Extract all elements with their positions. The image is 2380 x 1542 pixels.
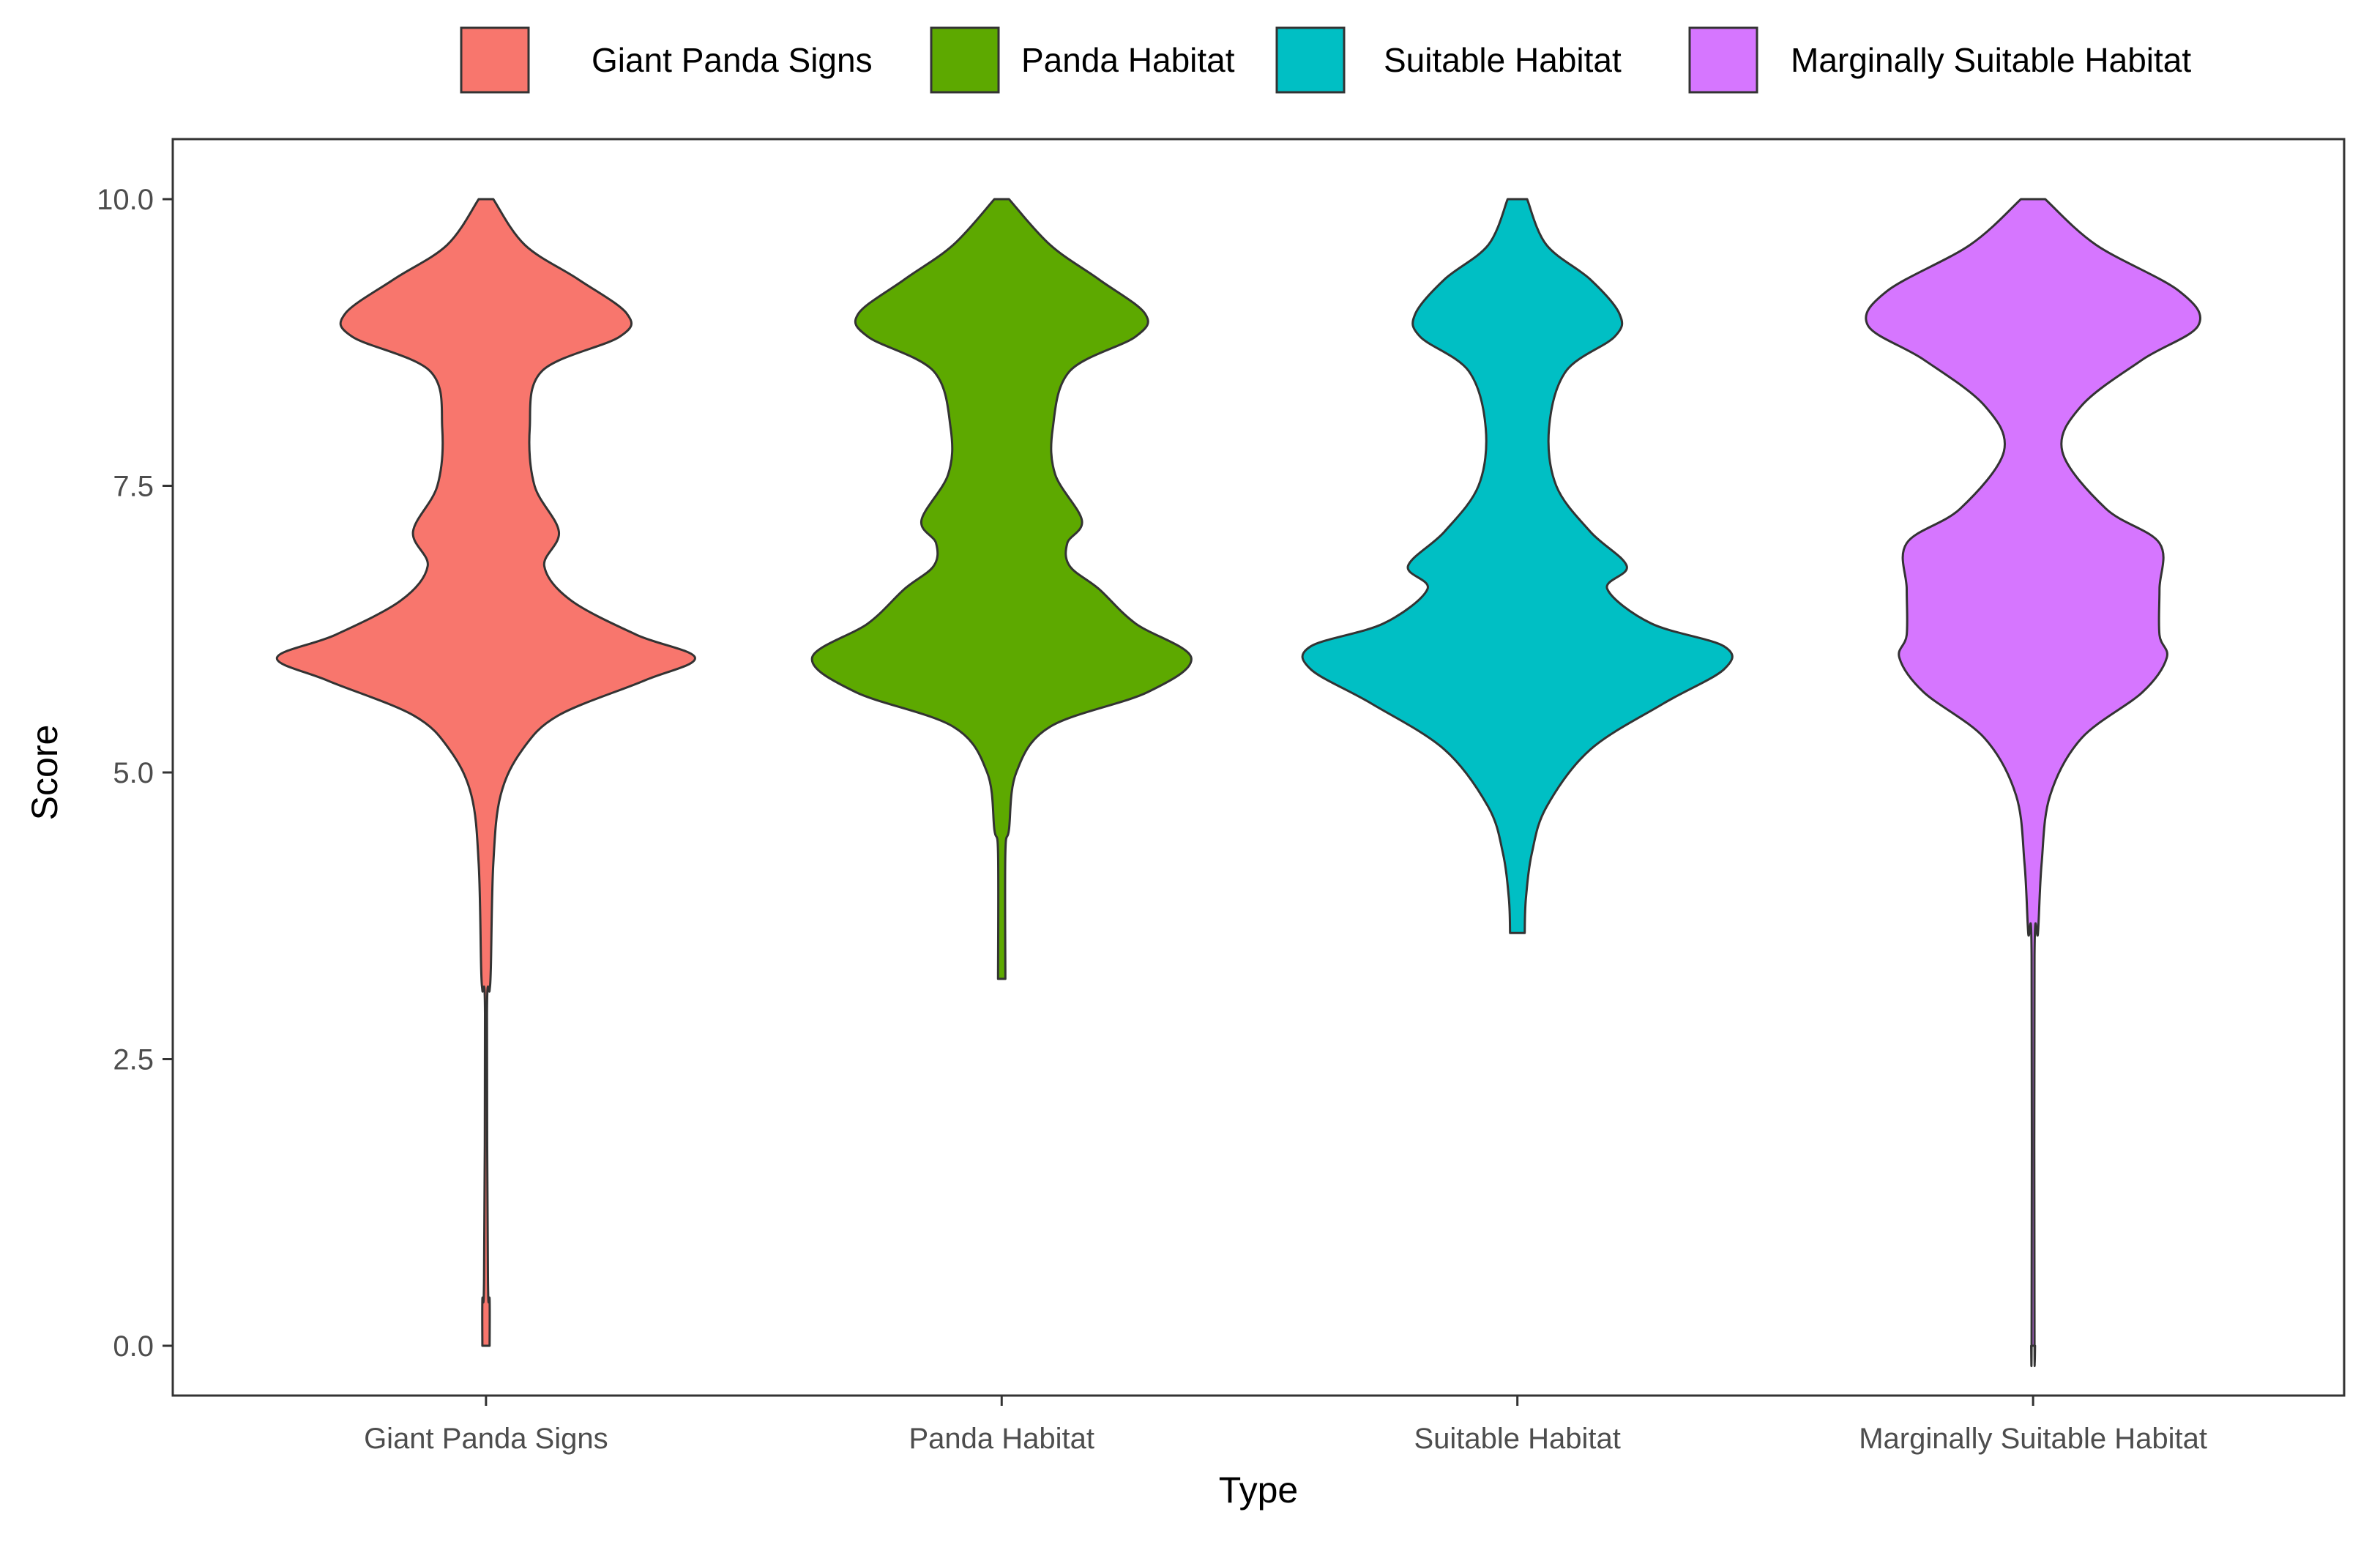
y-tick-label: 2.5 bbox=[113, 1044, 154, 1076]
y-tick-label: 7.5 bbox=[113, 471, 154, 503]
x-tick-label: Marginally Suitable Habitat bbox=[1859, 1423, 2207, 1455]
violins bbox=[275, 198, 2202, 1368]
legend-key bbox=[1275, 26, 1346, 94]
violin-marginally-suitable-habitat bbox=[1865, 198, 2202, 1368]
legend: Giant Panda Signs Panda Habitat Suitable H… bbox=[460, 26, 2191, 94]
legend-label: Marginally Suitable Habitat bbox=[1791, 41, 2191, 79]
y-tick-label: 0.0 bbox=[113, 1330, 154, 1363]
legend-item: Panda Habitat bbox=[930, 26, 1235, 94]
legend-key bbox=[460, 26, 530, 94]
x-axis-title: Type bbox=[1219, 1470, 1298, 1511]
legend-key bbox=[930, 26, 1000, 94]
y-tick-label: 5.0 bbox=[113, 757, 154, 789]
legend-item: Suitable Habitat bbox=[1275, 26, 1622, 94]
legend-label: Giant Panda Signs bbox=[592, 41, 873, 79]
violin-giant-panda-signs bbox=[275, 198, 696, 1347]
legend-item: Marginally Suitable Habitat bbox=[1688, 26, 2191, 94]
x-tick-label: Panda Habitat bbox=[909, 1423, 1095, 1455]
y-tick-label: 10.0 bbox=[97, 184, 154, 216]
x-tick-label: Suitable Habitat bbox=[1414, 1423, 1620, 1455]
x-tick-label: Giant Panda Signs bbox=[364, 1423, 608, 1455]
legend-label: Suitable Habitat bbox=[1384, 41, 1622, 79]
violin-suitable-habitat bbox=[1301, 198, 1734, 934]
violin-panda-habitat bbox=[810, 198, 1193, 980]
legend-item: Giant Panda Signs bbox=[460, 26, 873, 94]
axes: 0.0 2.5 5.0 7.5 10.0 Giant Panda Signs Panda H… bbox=[97, 184, 2207, 1455]
y-axis-title: Score bbox=[24, 725, 65, 821]
legend-key bbox=[1688, 26, 1758, 94]
legend-label: Panda Habitat bbox=[1021, 41, 1235, 79]
